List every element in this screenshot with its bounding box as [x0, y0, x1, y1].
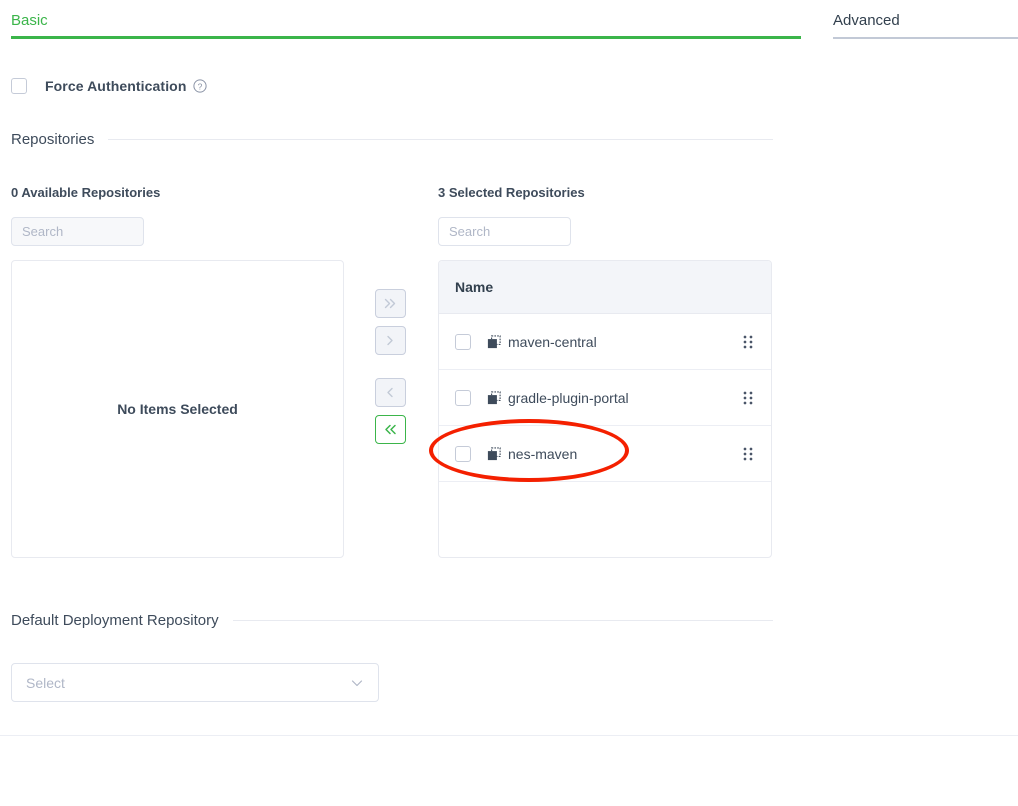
available-search-input[interactable]: [11, 217, 144, 246]
drag-handle-icon[interactable]: [741, 446, 755, 462]
table-row[interactable]: nes-maven: [439, 426, 771, 482]
transfer-button-group: [375, 289, 407, 452]
section-divider: [108, 139, 773, 140]
tab-advanced[interactable]: Advanced: [833, 0, 1018, 43]
tab-bar: Basic Advanced: [0, 0, 1018, 43]
row-checkbox[interactable]: [455, 445, 471, 462]
svg-text:?: ?: [197, 81, 202, 91]
selected-table-header: Name: [439, 261, 771, 314]
repositories-section-title: Repositories: [11, 131, 95, 148]
bottom-divider: [0, 735, 1018, 736]
move-all-left-button[interactable]: [375, 415, 406, 444]
tab-basic[interactable]: Basic: [11, 0, 801, 43]
row-name: maven-central: [508, 333, 597, 350]
row-name: nes-maven: [508, 445, 578, 462]
select-placeholder-text: Select: [26, 674, 65, 691]
repository-icon: [487, 390, 501, 405]
row-checkbox[interactable]: [455, 333, 471, 350]
selected-search-input[interactable]: [438, 217, 571, 246]
move-right-button[interactable]: [375, 326, 406, 355]
available-repositories-count: 0 Available Repositories: [11, 185, 161, 200]
available-empty-label: No Items Selected: [117, 401, 238, 417]
drag-handle-icon[interactable]: [741, 390, 755, 406]
force-authentication-label: Force Authentication: [45, 78, 187, 94]
row-name: gradle-plugin-portal: [508, 389, 629, 406]
default-deployment-section-header: Default Deployment Repository: [11, 612, 773, 629]
tab-basic-underline: [11, 36, 801, 39]
selected-repositories-panel: Name maven-central gradle-plugin-: [438, 260, 772, 558]
move-all-right-button[interactable]: [375, 289, 406, 318]
table-row[interactable]: gradle-plugin-portal: [439, 370, 771, 426]
tab-basic-label: Basic: [11, 12, 48, 29]
force-authentication-row[interactable]: Force Authentication ?: [11, 76, 207, 96]
move-left-button[interactable]: [375, 378, 406, 407]
repository-icon: [487, 446, 501, 461]
column-header-name: Name: [455, 279, 494, 295]
help-circle-icon[interactable]: ?: [192, 79, 207, 93]
force-authentication-checkbox[interactable]: [11, 78, 27, 94]
chevron-down-icon: [350, 676, 364, 690]
row-checkbox[interactable]: [455, 389, 471, 406]
drag-handle-icon[interactable]: [741, 334, 755, 350]
chevron-double-right-icon: [383, 297, 398, 310]
available-repositories-panel: No Items Selected: [11, 260, 344, 558]
default-deployment-repository-select[interactable]: Select: [11, 663, 379, 702]
tab-advanced-underline: [833, 37, 1018, 39]
tab-advanced-label: Advanced: [833, 12, 900, 29]
chevron-right-icon: [383, 334, 398, 347]
repositories-section-header: Repositories: [11, 131, 773, 148]
table-row[interactable]: maven-central: [439, 314, 771, 370]
chevron-left-icon: [383, 386, 398, 399]
chevron-double-left-icon: [383, 423, 398, 436]
repository-icon: [487, 334, 501, 349]
section-divider: [232, 620, 773, 621]
default-deployment-section-title: Default Deployment Repository: [11, 612, 219, 629]
selected-repositories-count: 3 Selected Repositories: [438, 185, 585, 200]
